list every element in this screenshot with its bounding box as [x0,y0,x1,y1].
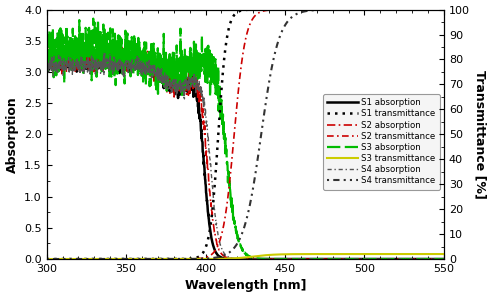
S4 absorption [353,257,359,261]
S2 absorption [64,64,70,68]
S3 transmittance [429,252,435,256]
S2 absorption [357,257,363,261]
S4 absorption [430,257,436,261]
S4 absorption [357,257,363,261]
S2 transmittance [64,257,70,261]
X-axis label: Wavelength [nm]: Wavelength [nm] [184,280,306,292]
Y-axis label: Transmittance [%]: Transmittance [%] [473,70,487,199]
Line: S3 transmittance: S3 transmittance [47,254,444,259]
S4 transmittance [441,8,447,11]
S2 transmittance [44,257,50,261]
S1 absorption [430,257,435,261]
Line: S3 absorption: S3 absorption [47,19,444,259]
S3 absorption [430,257,436,261]
S4 absorption [101,52,107,55]
S4 transmittance [237,237,243,240]
S4 transmittance [430,8,435,11]
S1 transmittance [237,9,243,13]
S3 transmittance [64,257,70,261]
S1 absorption [237,257,243,261]
S3 absorption [64,49,70,53]
S4 transmittance [357,8,363,11]
S1 transmittance [357,8,363,11]
S1 transmittance [44,257,50,261]
Line: S4 absorption: S4 absorption [47,54,444,259]
S3 absorption [430,257,435,261]
S1 transmittance [430,8,435,11]
S2 absorption [237,257,243,261]
S1 transmittance [64,257,70,261]
S4 absorption [237,257,243,261]
Line: S4 transmittance: S4 transmittance [47,10,444,259]
S4 absorption [227,256,233,259]
S2 absorption [77,35,83,38]
S2 transmittance [237,75,243,79]
S3 transmittance [237,256,243,260]
Line: S1 transmittance: S1 transmittance [47,10,444,259]
S1 absorption [106,49,112,53]
S2 absorption [44,60,50,63]
S2 absorption [227,257,233,260]
S3 absorption [227,185,233,188]
S2 transmittance [226,183,232,187]
S2 absorption [441,257,447,261]
S3 absorption [357,257,363,261]
S3 absorption [90,17,96,21]
Line: S2 transmittance: S2 transmittance [47,10,444,259]
S2 transmittance [357,8,363,11]
Y-axis label: Absorption: Absorption [5,96,19,173]
Line: S1 absorption: S1 absorption [47,51,444,259]
S2 absorption [430,257,435,261]
S3 absorption [237,243,243,246]
S1 transmittance [369,8,375,11]
S3 transmittance [441,252,447,256]
S1 transmittance [430,8,435,11]
S3 transmittance [44,257,50,261]
S1 transmittance [441,8,447,11]
S1 transmittance [226,24,232,28]
S3 absorption [418,257,424,261]
S1 absorption [441,257,447,261]
S2 transmittance [440,8,446,11]
S4 transmittance [226,251,232,254]
S4 absorption [64,61,70,65]
S3 absorption [441,257,447,261]
Line: S2 absorption: S2 absorption [47,36,444,259]
S4 transmittance [429,8,435,11]
S1 absorption [44,55,50,58]
S2 transmittance [429,8,435,11]
S2 transmittance [430,8,435,11]
S4 absorption [430,257,435,261]
Legend: S1 absorption, S1 transmittance, S2 absorption, S2 transmittance, S3 absorption,: S1 absorption, S1 transmittance, S2 abso… [323,94,440,190]
S1 absorption [331,257,337,261]
S3 transmittance [357,252,363,256]
S1 absorption [430,257,436,261]
S1 absorption [357,257,363,261]
S3 transmittance [226,257,232,260]
S4 transmittance [44,257,50,261]
S2 absorption [430,257,436,261]
S1 absorption [227,257,233,261]
S3 transmittance [430,252,435,256]
S4 absorption [441,257,447,261]
S3 absorption [44,28,50,32]
S4 absorption [44,64,50,67]
S2 absorption [350,257,356,261]
S2 transmittance [441,8,447,11]
S1 absorption [64,59,70,63]
S4 transmittance [64,257,70,261]
